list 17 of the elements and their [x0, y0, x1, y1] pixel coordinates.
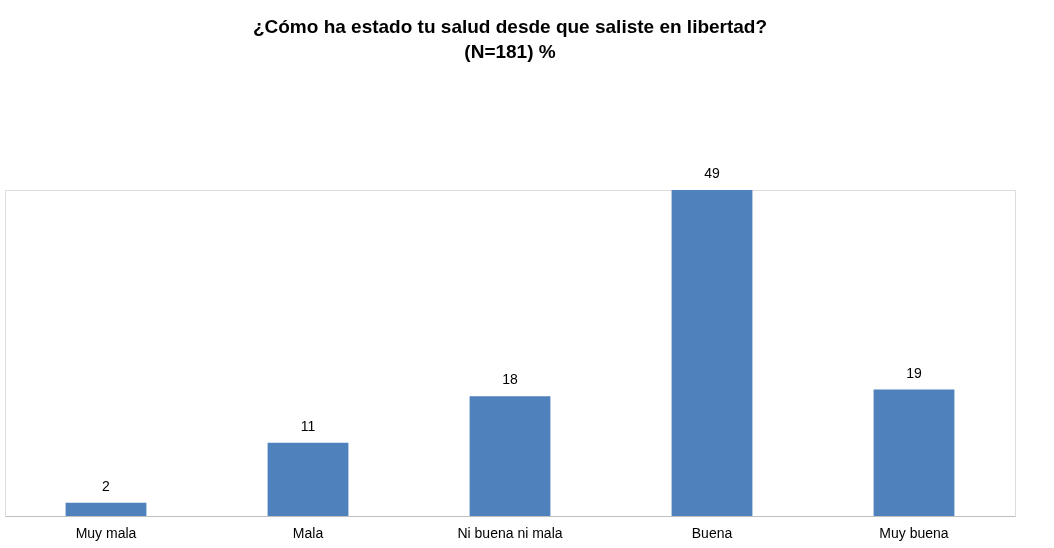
- bar: [671, 190, 753, 516]
- chart-title: ¿Cómo ha estado tu salud desde que saliste en libertad?: [252, 16, 768, 37]
- bar: [469, 396, 551, 516]
- x-tick-label: Ni buena ni mala: [457, 524, 563, 541]
- x-tick-label: Muy mala: [75, 524, 137, 541]
- bar: [873, 389, 955, 516]
- data-label: 19: [906, 364, 922, 381]
- data-label: 18: [502, 371, 518, 388]
- x-tick-label: Mala: [292, 524, 324, 541]
- data-label: 11: [300, 417, 316, 434]
- x-tick-label: Buena: [691, 524, 733, 541]
- data-label: 2: [102, 477, 111, 494]
- chart-subtitle: (N=181) %: [464, 41, 556, 62]
- bar: [65, 502, 147, 516]
- data-label: 49: [704, 165, 720, 181]
- bar: [267, 442, 349, 516]
- x-tick-label: Muy buena: [879, 524, 949, 541]
